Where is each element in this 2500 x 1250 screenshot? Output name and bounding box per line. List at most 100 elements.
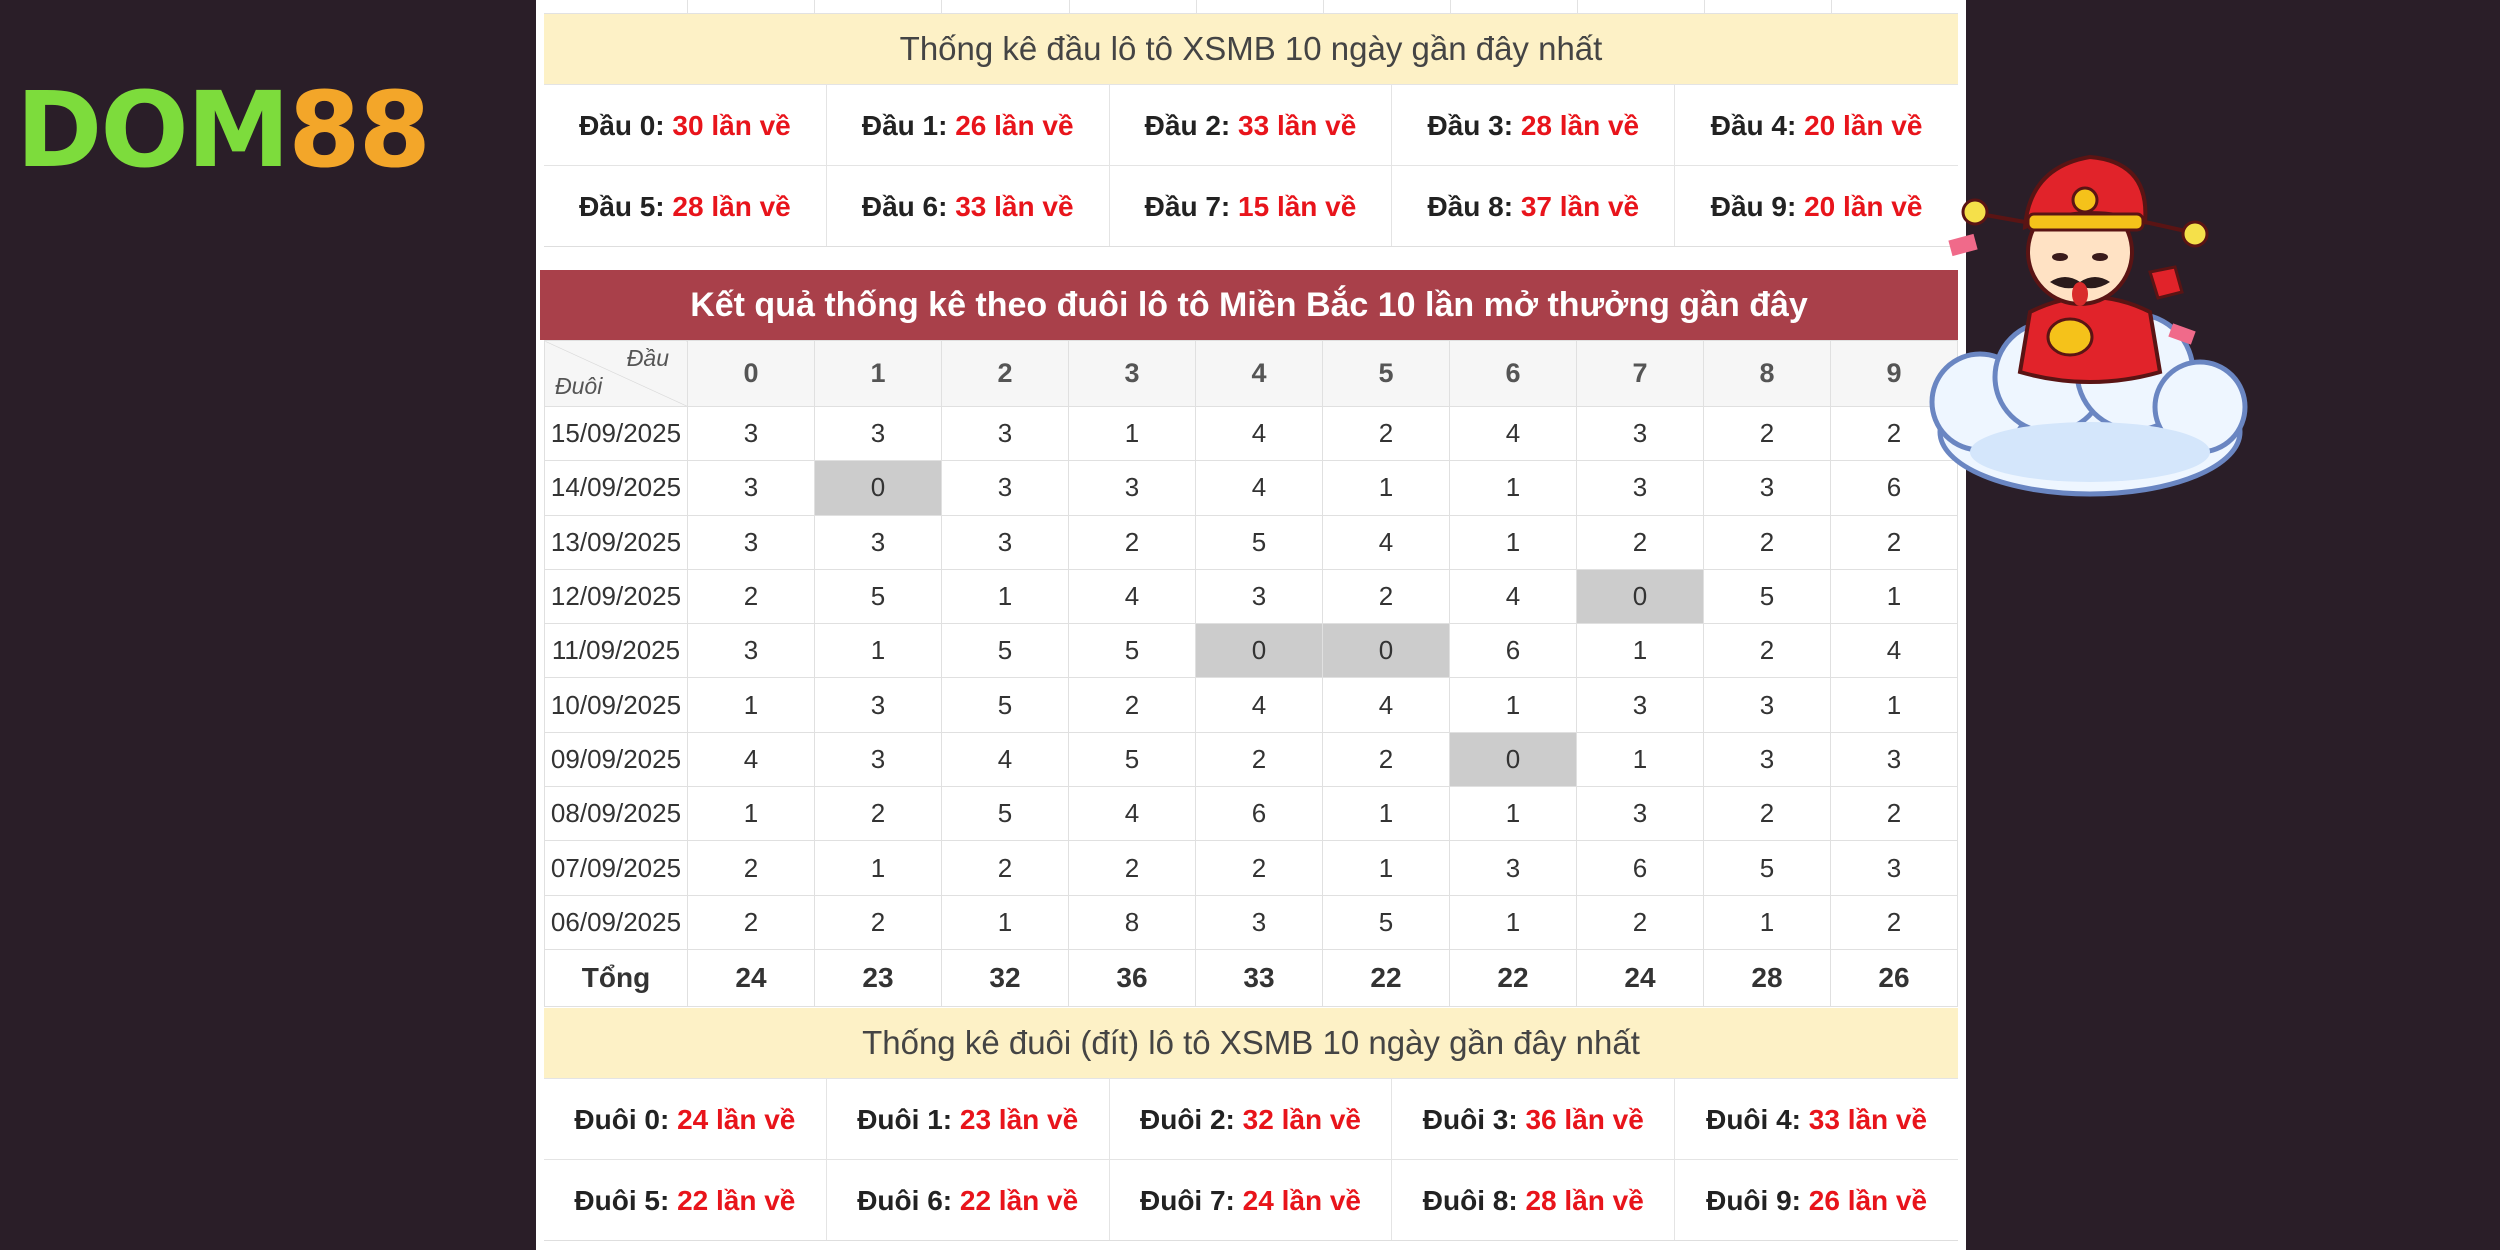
column-header-2: 2 bbox=[941, 340, 1069, 407]
table-cell: 3 bbox=[1449, 840, 1577, 896]
table-cell: 4 bbox=[1195, 460, 1323, 516]
table-cell: 2 bbox=[1830, 514, 1958, 570]
column-header-5: 5 bbox=[1322, 340, 1450, 407]
duoi-stat-label: Đuôi 1: bbox=[857, 1104, 953, 1135]
table-cell: 4 bbox=[1322, 677, 1450, 733]
table-cell: 5 bbox=[1195, 514, 1323, 570]
god-of-wealth-mascot-icon bbox=[1929, 154, 2248, 497]
row-date: 08/09/2025 bbox=[544, 786, 688, 842]
table-row: 12/09/2025 2 5 1 4 3 2 4 0 5 1 bbox=[544, 568, 1958, 625]
table-cell: 0 bbox=[1322, 623, 1450, 679]
table-cell: 2 bbox=[1703, 514, 1831, 570]
row-date: 11/09/2025 bbox=[544, 623, 688, 679]
table-cell: 5 bbox=[814, 568, 942, 625]
duoi-stat-count: 22 lần về bbox=[677, 1185, 796, 1216]
row-date: 14/09/2025 bbox=[544, 460, 688, 516]
table-row: 06/09/2025 2 2 1 8 3 5 1 2 1 2 bbox=[544, 894, 1958, 950]
dau-stat-count: 37 lần về bbox=[1520, 191, 1640, 222]
table-cell: 1 bbox=[1449, 514, 1577, 570]
table-cell: 4 bbox=[1449, 568, 1577, 625]
table-cell: 2 bbox=[1830, 786, 1958, 842]
table-cell: 1 bbox=[1449, 460, 1577, 516]
dau-stat-label: Đầu 3: bbox=[1427, 110, 1514, 141]
table-cell: 2 bbox=[1576, 514, 1704, 570]
table-cell: 0 bbox=[814, 460, 942, 516]
table-row: 10/09/2025 1 3 5 2 4 4 1 3 3 1 bbox=[544, 677, 1958, 733]
table-cell: 1 bbox=[941, 568, 1069, 625]
table-cell: 3 bbox=[1703, 460, 1831, 516]
dau-stat-label: Đầu 9: bbox=[1710, 191, 1797, 222]
duoi-stat-label: Đuôi 2: bbox=[1140, 1104, 1235, 1135]
table-cell: 4 bbox=[1830, 623, 1958, 679]
column-header-3: 3 bbox=[1068, 340, 1196, 407]
table-cell: 1 bbox=[687, 786, 815, 842]
table-row: 15/09/2025 3 3 3 1 4 2 4 3 2 2 bbox=[544, 405, 1958, 462]
table-cell: 4 bbox=[941, 731, 1069, 788]
duoi-stat-2: Đuôi 2: 32 lần về bbox=[1109, 1078, 1393, 1159]
duoi-stat-4: Đuôi 4: 33 lần về bbox=[1675, 1078, 1958, 1159]
table-cell: 3 bbox=[1576, 677, 1704, 733]
table-cell: 0 bbox=[1449, 731, 1577, 788]
table-cell: 4 bbox=[1068, 568, 1196, 625]
table-cell: 5 bbox=[1703, 840, 1831, 896]
table-cell: 1 bbox=[1830, 677, 1958, 733]
column-header-8: 8 bbox=[1703, 340, 1831, 407]
table-cell: 2 bbox=[1322, 568, 1450, 625]
duoi-stat-count: 36 lần về bbox=[1525, 1104, 1644, 1135]
table-cell: 2 bbox=[1195, 731, 1323, 788]
table-row: 11/09/2025 3 1 5 5 0 0 6 1 2 4 bbox=[544, 623, 1958, 679]
table-cell: 2 bbox=[1068, 840, 1196, 896]
previous-table-edge bbox=[544, 0, 1958, 14]
duoi-stat-label: Đuôi 9: bbox=[1706, 1185, 1801, 1216]
total-cell: 24 bbox=[1576, 948, 1704, 1007]
row-date: 06/09/2025 bbox=[544, 894, 688, 950]
dau-stat-label: Đầu 8: bbox=[1427, 191, 1514, 222]
duoi-stat-6: Đuôi 6: 22 lần về bbox=[826, 1159, 1110, 1240]
table-cell: 1 bbox=[1830, 568, 1958, 625]
table-cell: 5 bbox=[1322, 894, 1450, 950]
table-cell: 2 bbox=[1576, 894, 1704, 950]
duoi-stat-0: Đuôi 0: 24 lần về bbox=[544, 1078, 827, 1159]
table-cell: 6 bbox=[1576, 840, 1704, 896]
dau-stat-label: Đầu 4: bbox=[1710, 110, 1797, 141]
column-header-7: 7 bbox=[1576, 340, 1704, 407]
dau-stat-9: Đầu 9: 20 lần về bbox=[1675, 165, 1958, 246]
table-cell: 4 bbox=[687, 731, 815, 788]
table-cell: 6 bbox=[1830, 460, 1958, 516]
dau-stat-3: Đầu 3: 28 lần về bbox=[1392, 84, 1676, 165]
table-cell: 1 bbox=[1576, 731, 1704, 788]
logo-text-88: 88 bbox=[288, 69, 431, 191]
table-cell: 2 bbox=[1195, 840, 1323, 896]
table-cell: 5 bbox=[1068, 623, 1196, 679]
duoi-stat-count: 33 lần về bbox=[1808, 1104, 1928, 1135]
table-cell: 5 bbox=[941, 677, 1069, 733]
dau-stat-count: 20 lần về bbox=[1804, 191, 1923, 222]
table-row: 14/09/2025 3 0 3 3 4 1 1 3 3 6 bbox=[544, 460, 1958, 516]
table-cell: 1 bbox=[1322, 840, 1450, 896]
dau-stat-count: 26 lần về bbox=[955, 110, 1074, 141]
table-cell: 3 bbox=[1068, 460, 1196, 516]
dau-stat-0: Đầu 0: 30 lần về bbox=[544, 84, 827, 165]
total-cell: 23 bbox=[814, 948, 942, 1007]
logo-text-dom: DOM bbox=[16, 69, 290, 191]
table-cell: 3 bbox=[1703, 731, 1831, 788]
duoi-stat-label: Đuôi 0: bbox=[574, 1104, 670, 1135]
duoi-stat-label: Đuôi 4: bbox=[1706, 1104, 1801, 1135]
table-cell: 3 bbox=[1195, 894, 1323, 950]
table-cell: 5 bbox=[1703, 568, 1831, 625]
table-cell: 4 bbox=[1068, 786, 1196, 842]
duoi-stat-count: 32 lần về bbox=[1242, 1104, 1361, 1135]
row-date: 10/09/2025 bbox=[544, 677, 688, 733]
table-cell: 4 bbox=[1195, 405, 1323, 462]
dom88-logo[interactable]: DOM88 bbox=[16, 78, 431, 182]
table-cell: 2 bbox=[1830, 894, 1958, 950]
table-cell: 3 bbox=[941, 460, 1069, 516]
duoi-stat-count: 24 lần về bbox=[1242, 1185, 1361, 1216]
dau-stat-count: 15 lần về bbox=[1238, 191, 1357, 222]
corner-label-duoi: Đuôi bbox=[555, 373, 603, 399]
table-cell: 3 bbox=[687, 460, 815, 516]
table-cell: 3 bbox=[1576, 405, 1704, 462]
column-header-4: 4 bbox=[1195, 340, 1323, 407]
dau-stat-2: Đầu 2: 33 lần về bbox=[1109, 84, 1393, 165]
table-cell: 2 bbox=[941, 840, 1069, 896]
